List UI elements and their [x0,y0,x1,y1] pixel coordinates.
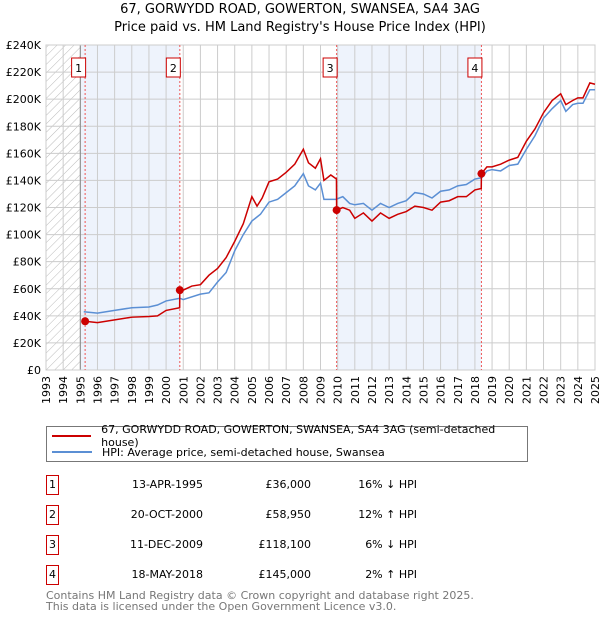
x-tick-label: 2017 [452,376,465,404]
x-tick-label: 2021 [520,376,533,404]
y-tick-label: £140K [6,174,42,187]
x-tick-label: 2012 [366,376,379,404]
x-tick-label: 2014 [400,376,413,404]
sale-date: 13-APR-1995 [131,478,203,491]
footer-line-2: This data is licensed under the Open Gov… [46,600,397,613]
x-tick-label: 2010 [332,376,345,404]
sale-price: £36,000 [265,478,312,491]
x-tick-label: 2007 [280,376,293,404]
legend-label: HPI: Average price, semi-detached house,… [102,445,385,459]
x-tick-label: 2002 [194,376,207,404]
x-tick-label: 2024 [572,376,585,404]
x-tick-label: 2016 [435,376,448,404]
x-tick-label: 2018 [469,376,482,404]
x-tick-label: 2015 [417,376,430,404]
y-tick-label: £200K [6,93,42,106]
sale-hpi-diff: 2% ↑ HPI [365,568,417,581]
x-tick-label: 2020 [503,376,516,404]
sale-label: 4 [471,62,478,75]
legend-label: 67, GORWYDD ROAD, GOWERTON, SWANSEA, SA4… [101,423,496,449]
sale-row: 1 13-APR-1995 £36,000 16% ↓ HPI [46,475,446,495]
sale-row: 2 20-OCT-2000 £58,950 12% ↑ HPI [46,505,446,525]
x-tick-label: 2022 [538,376,551,404]
footer-line-1: Contains HM Land Registry data © Crown c… [46,589,474,602]
legend-swatch-blue [52,451,92,453]
sale-date: 20-OCT-2000 [130,508,203,521]
sale-marker-box: 2 [46,505,59,525]
x-tick-label: 1996 [91,376,104,404]
x-tick-label: 1993 [40,376,53,404]
sale-hpi-diff: 16% ↓ HPI [358,478,417,491]
x-tick-label: 1997 [109,376,122,404]
plot-area: 1993 1994 1995 1996 1997 1998 1999 2000 2001 2002… [6,39,600,404]
x-tick-label: 2003 [212,376,225,404]
sale-label-box [71,57,87,78]
x-tick-label: 1995 [74,376,87,404]
sale-label-box [322,57,338,78]
x-tick-label: 1998 [126,376,139,404]
sale-date: 18-MAY-2018 [131,568,203,581]
x-tick-label: 2013 [383,376,396,404]
y-tick-label: £120K [6,202,42,215]
x-tick-label: 2008 [297,376,310,404]
sale-hpi-diff: 12% ↑ HPI [358,508,417,521]
sale-point [332,206,341,215]
sale-label: 2 [170,62,177,75]
sale-row: 3 11-DEC-2009 £118,100 6% ↓ HPI [46,535,446,555]
y-tick-label: £20K [13,337,42,350]
plot-border [45,44,596,371]
legend-swatch-red [52,435,92,437]
x-tick-label: 2000 [160,376,173,404]
price-paid-line [85,82,596,324]
legend-item-property: 67, GORWYDD ROAD, GOWERTON, SWANSEA, SA4… [52,423,527,449]
sale-label: 3 [327,62,334,75]
sale-marker-box: 3 [46,535,59,555]
x-tick-label: 2019 [486,376,499,404]
sale-point [81,317,90,326]
x-tick-label: 2009 [315,376,328,404]
x-tick-label: 1999 [143,376,156,404]
x-tick-label: 2005 [246,376,259,404]
y-tick-label: £40K [13,310,42,323]
y-tick-label: £180K [6,120,42,133]
sale-price: £145,000 [258,568,312,581]
x-tick-label: 1994 [57,376,70,404]
sale-price: £58,950 [265,508,312,521]
sale-label: 1 [75,62,82,75]
x-tick-label: 2011 [349,376,362,404]
x-tick-label: 2006 [263,376,276,404]
x-tick-label: 2025 [589,376,600,404]
y-tick-label: £80K [13,256,42,269]
hpi-line [83,88,595,314]
sale-row: 4 18-MAY-2018 £145,000 2% ↑ HPI [46,565,446,585]
sale-label-box [467,57,483,78]
footer: Contains HM Land Registry data © Crown c… [46,590,474,612]
x-tick-label: 2004 [229,376,242,404]
y-tick-label: £240K [6,39,42,52]
x-tick-label: 2023 [555,376,568,404]
legend: 67, GORWYDD ROAD, GOWERTON, SWANSEA, SA4… [46,423,528,462]
y-tick-label: £60K [13,283,42,296]
y-tick-label: £220K [6,66,42,79]
sale-price: £118,100 [258,538,312,551]
sale-point [477,169,486,178]
x-tick-label: 2001 [177,376,190,404]
sale-marker-box: 4 [46,565,59,585]
chart-subtitle: Price paid vs. HM Land Registry's House … [114,20,486,35]
sale-point [175,286,184,295]
chart-title: 67, GORWYDD ROAD, GOWERTON, SWANSEA, SA4… [120,2,480,17]
sale-marker-box: 1 [46,475,59,495]
y-tick-label: £100K [6,229,42,242]
legend-item-hpi: HPI: Average price, semi-detached house,… [52,444,385,460]
sale-hpi-diff: 6% ↓ HPI [365,538,417,551]
sale-label-box [165,57,181,78]
y-tick-label: £0 [27,364,41,377]
y-tick-label: £160K [6,147,42,160]
sale-date: 11-DEC-2009 [129,538,203,551]
